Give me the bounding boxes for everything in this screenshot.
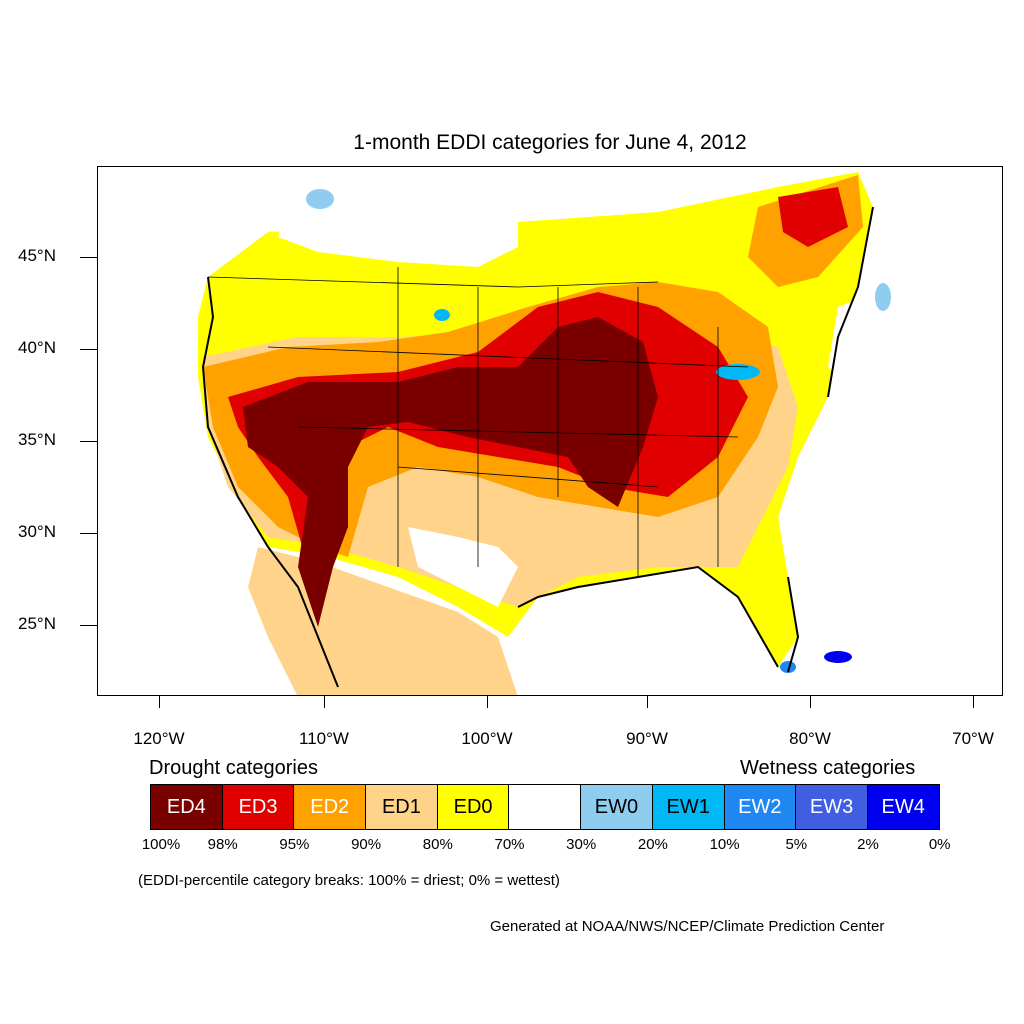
wetness-legend-title: Wetness categories <box>740 757 916 779</box>
lon-label-120: 120°W <box>133 729 185 748</box>
legend-break-label: 20% <box>637 836 668 853</box>
legend-break-label: 0% <box>928 836 951 853</box>
lat-label-25: 25°N <box>18 614 56 633</box>
ed4-zone <box>243 317 658 627</box>
category-note: (EDDI-percentile category breaks: 100% =… <box>138 872 560 889</box>
category-legend: ED4 ED3 ED2 ED1 ED0 EW0 EW1 EW2 EW3 EW4 <box>150 784 940 830</box>
legend-swatch-ew1: EW1 <box>651 784 725 830</box>
lat-tick-40 <box>80 349 97 350</box>
lat-label-40: 40°N <box>18 338 56 357</box>
lon-tick-110 <box>324 696 325 708</box>
lat-label-45: 45°N <box>18 246 56 265</box>
map-title: 1-month EDDI categories for June 4, 2012 <box>353 131 747 154</box>
legend-swatch-ed4: ED4 <box>150 784 223 830</box>
texas-white <box>408 527 518 607</box>
legend-swatch-ew0: EW0 <box>580 784 653 830</box>
wet-patch-maine <box>875 283 891 311</box>
legend-swatch-ew2: EW2 <box>723 784 797 830</box>
lon-tick-80 <box>810 696 811 708</box>
drought-legend-title: Drought categories <box>149 757 318 779</box>
lon-label-80: 80°W <box>789 729 831 748</box>
lon-label-70: 70°W <box>952 729 994 748</box>
legend-swatch-ew3: EW3 <box>795 784 868 830</box>
legend-break-label: 90% <box>351 836 382 853</box>
lon-tick-70 <box>973 696 974 708</box>
lat-label-30: 30°N <box>18 522 56 541</box>
wet-patch-dakota <box>434 309 450 321</box>
legend-swatch-ew4: EW4 <box>866 784 940 830</box>
lon-label-100: 100°W <box>461 729 513 748</box>
legend-break-label: 98% <box>207 836 238 853</box>
legend-break-label: 80% <box>422 836 453 853</box>
legend-break-label: 70% <box>494 836 525 853</box>
legend-break-label: 10% <box>709 836 740 853</box>
ontario-ed3 <box>778 187 848 247</box>
canada-white <box>278 182 518 267</box>
lat-label-35: 35°N <box>18 430 56 449</box>
legend-break-label: 30% <box>566 836 597 853</box>
lat-tick-30 <box>80 533 97 534</box>
lon-label-90: 90°W <box>626 729 668 748</box>
lon-tick-100 <box>487 696 488 708</box>
wet-patch-florida <box>780 661 796 673</box>
lon-tick-120 <box>159 696 160 708</box>
legend-break-label: 100% <box>141 836 181 853</box>
legend-break-label: 95% <box>279 836 310 853</box>
wet-patch-bc <box>306 189 334 209</box>
legend-swatch-ed2: ED2 <box>293 784 367 830</box>
map-svg <box>198 172 898 695</box>
lat-tick-25 <box>80 625 97 626</box>
lat-tick-35 <box>80 441 97 442</box>
legend-break-label: 2% <box>857 836 879 853</box>
lon-tick-90 <box>647 696 648 708</box>
legend-break-label: 5% <box>785 836 808 853</box>
lat-tick-45 <box>80 257 97 258</box>
legend-swatch-ed1: ED1 <box>365 784 438 830</box>
legend-swatch-ed0: ED0 <box>436 784 510 830</box>
wet-patch-cuba <box>824 651 852 663</box>
credit-line: Generated at NOAA/NWS/NCEP/Climate Predi… <box>490 918 885 935</box>
coastline <box>201 206 874 688</box>
state-borders <box>207 267 749 577</box>
wet-patch-michigan <box>716 364 760 380</box>
legend-swatch-ed3: ED3 <box>221 784 295 830</box>
drought-map <box>97 166 1003 696</box>
legend-swatch-neutral <box>508 784 582 830</box>
lon-label-110: 110°W <box>299 729 349 748</box>
northeast-white <box>828 287 898 397</box>
